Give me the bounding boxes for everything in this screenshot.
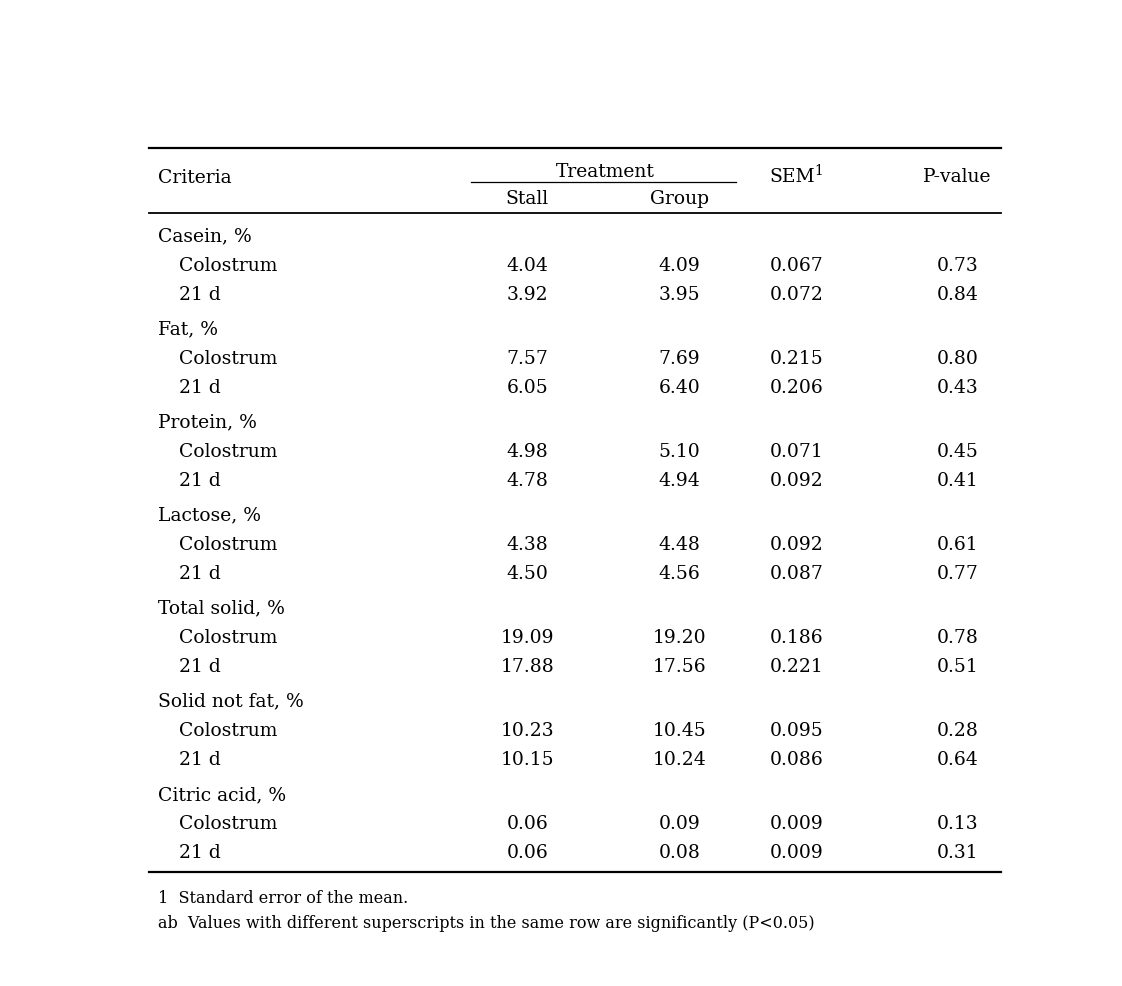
Text: Protein, %: Protein, % — [157, 413, 257, 431]
Text: Colostrum: Colostrum — [180, 350, 278, 368]
Text: Group: Group — [650, 189, 709, 207]
Text: 10.45: 10.45 — [653, 722, 706, 740]
Text: 0.64: 0.64 — [937, 750, 978, 768]
Text: 0.51: 0.51 — [937, 658, 978, 675]
Text: Colostrum: Colostrum — [180, 628, 278, 647]
Text: 10.15: 10.15 — [500, 750, 554, 768]
Text: 7.69: 7.69 — [659, 350, 700, 368]
Text: 6.05: 6.05 — [506, 379, 548, 396]
Text: Stall: Stall — [506, 189, 549, 207]
Text: 5.10: 5.10 — [659, 443, 700, 460]
Text: Colostrum: Colostrum — [180, 256, 278, 274]
Text: 0.072: 0.072 — [770, 286, 824, 304]
Text: 10.23: 10.23 — [500, 722, 554, 740]
Text: Colostrum: Colostrum — [180, 535, 278, 553]
Text: 4.38: 4.38 — [506, 535, 548, 553]
Text: 17.56: 17.56 — [653, 658, 706, 675]
Text: 7.57: 7.57 — [506, 350, 549, 368]
Text: 0.84: 0.84 — [937, 286, 978, 304]
Text: 0.215: 0.215 — [770, 350, 824, 368]
Text: 0.61: 0.61 — [937, 535, 978, 553]
Text: Colostrum: Colostrum — [180, 722, 278, 740]
Text: 6.40: 6.40 — [659, 379, 700, 396]
Text: 0.221: 0.221 — [770, 658, 824, 675]
Text: 0.13: 0.13 — [937, 814, 978, 832]
Text: 0.087: 0.087 — [770, 565, 824, 583]
Text: 19.20: 19.20 — [653, 628, 706, 647]
Text: 21 d: 21 d — [180, 658, 221, 675]
Text: Colostrum: Colostrum — [180, 814, 278, 832]
Text: 21 d: 21 d — [180, 379, 221, 396]
Text: 4.94: 4.94 — [659, 471, 700, 490]
Text: 0.086: 0.086 — [770, 750, 824, 768]
Text: 21 d: 21 d — [180, 750, 221, 768]
Text: 0.092: 0.092 — [770, 535, 824, 553]
Text: SEM: SEM — [770, 168, 816, 185]
Text: Lactose, %: Lactose, % — [157, 506, 260, 525]
Text: 0.09: 0.09 — [659, 814, 700, 832]
Text: 3.95: 3.95 — [659, 286, 700, 304]
Text: 0.80: 0.80 — [937, 350, 978, 368]
Text: P-value: P-value — [923, 168, 992, 185]
Text: 0.009: 0.009 — [770, 844, 824, 862]
Text: 10.24: 10.24 — [653, 750, 706, 768]
Text: 21 d: 21 d — [180, 471, 221, 490]
Text: 0.06: 0.06 — [506, 814, 548, 832]
Text: 4.04: 4.04 — [506, 256, 549, 274]
Text: Fat, %: Fat, % — [157, 320, 218, 338]
Text: 0.41: 0.41 — [937, 471, 978, 490]
Text: Casein, %: Casein, % — [157, 228, 251, 246]
Text: 4.09: 4.09 — [659, 256, 700, 274]
Text: Solid not fat, %: Solid not fat, % — [157, 692, 303, 710]
Text: Citric acid, %: Citric acid, % — [157, 785, 286, 803]
Text: 4.56: 4.56 — [659, 565, 700, 583]
Text: 0.77: 0.77 — [937, 565, 978, 583]
Text: 0.73: 0.73 — [937, 256, 978, 274]
Text: 0.092: 0.092 — [770, 471, 824, 490]
Text: 0.071: 0.071 — [770, 443, 824, 460]
Text: Treatment: Treatment — [557, 163, 655, 181]
Text: 17.88: 17.88 — [500, 658, 554, 675]
Text: Criteria: Criteria — [157, 169, 231, 186]
Text: 0.186: 0.186 — [770, 628, 824, 647]
Text: 21 d: 21 d — [180, 844, 221, 862]
Text: 19.09: 19.09 — [500, 628, 554, 647]
Text: 1: 1 — [815, 164, 822, 177]
Text: ab  Values with different superscripts in the same row are significantly (P<0.05: ab Values with different superscripts in… — [157, 914, 815, 932]
Text: 0.009: 0.009 — [770, 814, 824, 832]
Text: 4.98: 4.98 — [506, 443, 548, 460]
Text: 4.48: 4.48 — [659, 535, 700, 553]
Text: 21 d: 21 d — [180, 565, 221, 583]
Text: 0.08: 0.08 — [659, 844, 700, 862]
Text: 0.206: 0.206 — [770, 379, 824, 396]
Text: Total solid, %: Total solid, % — [157, 599, 285, 617]
Text: 4.50: 4.50 — [506, 565, 549, 583]
Text: 21 d: 21 d — [180, 286, 221, 304]
Text: 0.45: 0.45 — [937, 443, 978, 460]
Text: 0.067: 0.067 — [770, 256, 824, 274]
Text: 0.78: 0.78 — [937, 628, 978, 647]
Text: 0.28: 0.28 — [937, 722, 978, 740]
Text: 1  Standard error of the mean.: 1 Standard error of the mean. — [157, 888, 408, 906]
Text: 0.43: 0.43 — [937, 379, 978, 396]
Text: 3.92: 3.92 — [506, 286, 548, 304]
Text: Colostrum: Colostrum — [180, 443, 278, 460]
Text: 0.31: 0.31 — [937, 844, 978, 862]
Text: 0.06: 0.06 — [506, 844, 548, 862]
Text: 0.095: 0.095 — [770, 722, 824, 740]
Text: 4.78: 4.78 — [506, 471, 549, 490]
